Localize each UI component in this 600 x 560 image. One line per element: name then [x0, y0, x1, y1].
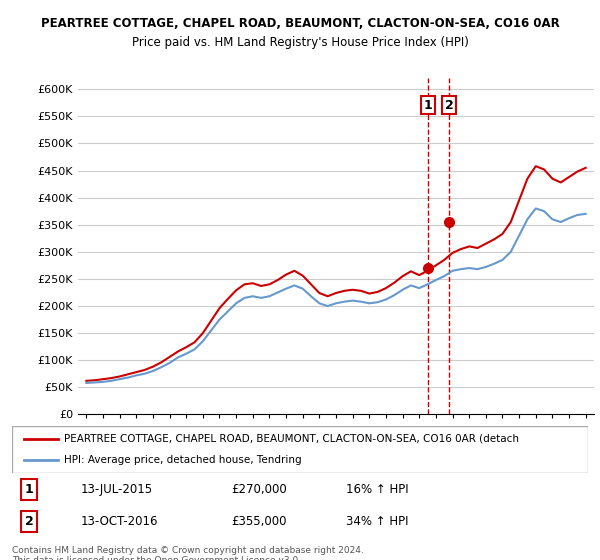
Text: 1: 1: [25, 483, 34, 496]
Text: 1: 1: [424, 99, 433, 112]
FancyBboxPatch shape: [12, 426, 588, 473]
Text: PEARTREE COTTAGE, CHAPEL ROAD, BEAUMONT, CLACTON-ON-SEA, CO16 0AR: PEARTREE COTTAGE, CHAPEL ROAD, BEAUMONT,…: [41, 17, 559, 30]
Text: 34% ↑ HPI: 34% ↑ HPI: [346, 515, 409, 528]
Text: 2: 2: [25, 515, 34, 528]
Text: PEARTREE COTTAGE, CHAPEL ROAD, BEAUMONT, CLACTON-ON-SEA, CO16 0AR (detach: PEARTREE COTTAGE, CHAPEL ROAD, BEAUMONT,…: [64, 434, 519, 444]
Text: 2: 2: [445, 99, 453, 112]
Text: Contains HM Land Registry data © Crown copyright and database right 2024.
This d: Contains HM Land Registry data © Crown c…: [12, 546, 364, 560]
Text: £355,000: £355,000: [231, 515, 286, 528]
Text: HPI: Average price, detached house, Tendring: HPI: Average price, detached house, Tend…: [64, 455, 301, 465]
Text: £270,000: £270,000: [231, 483, 287, 496]
Text: 13-OCT-2016: 13-OCT-2016: [81, 515, 158, 528]
Text: 13-JUL-2015: 13-JUL-2015: [81, 483, 153, 496]
Text: Price paid vs. HM Land Registry's House Price Index (HPI): Price paid vs. HM Land Registry's House …: [131, 36, 469, 49]
Text: 16% ↑ HPI: 16% ↑ HPI: [346, 483, 409, 496]
